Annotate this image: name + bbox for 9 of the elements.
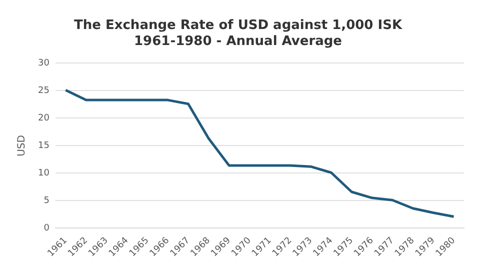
chart-title: The Exchange Rate of USD against 1,000 ISK 1961-1980 - Annual Average xyxy=(74,18,403,49)
y-tick-label: 25 xyxy=(38,86,50,96)
y-tick-label: 0 xyxy=(44,224,50,234)
y-tick-label: 5 xyxy=(44,196,50,206)
y-axis-title: USD xyxy=(16,134,28,156)
y-tick-label: 15 xyxy=(38,141,50,152)
y-tick-label: 20 xyxy=(38,114,50,124)
y-tick-label: 30 xyxy=(38,58,50,69)
y-tick-label: 10 xyxy=(38,168,50,179)
